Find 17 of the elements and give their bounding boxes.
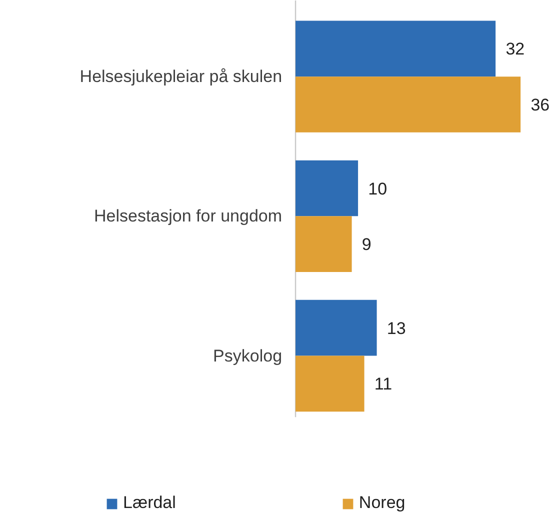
bar xyxy=(296,160,358,216)
bar xyxy=(296,300,377,356)
y-tick-label: Helsestasjon for ungdom xyxy=(94,206,282,226)
data-label: 32 xyxy=(506,40,525,59)
data-label: 10 xyxy=(368,179,388,198)
legend-label: Noreg xyxy=(358,493,406,513)
bar xyxy=(296,216,352,272)
data-label: 11 xyxy=(374,374,392,394)
data-label: 13 xyxy=(386,318,406,338)
legend-label: Lærdal xyxy=(123,493,176,513)
y-tick-label: Helsesjukepleiar på skulen xyxy=(80,67,282,86)
bar xyxy=(296,76,521,132)
bar xyxy=(296,20,496,77)
y-tick-label: Psykolog xyxy=(213,346,282,366)
data-label: 36 xyxy=(530,95,550,114)
bar xyxy=(296,356,364,412)
data-label: 9 xyxy=(362,235,372,254)
